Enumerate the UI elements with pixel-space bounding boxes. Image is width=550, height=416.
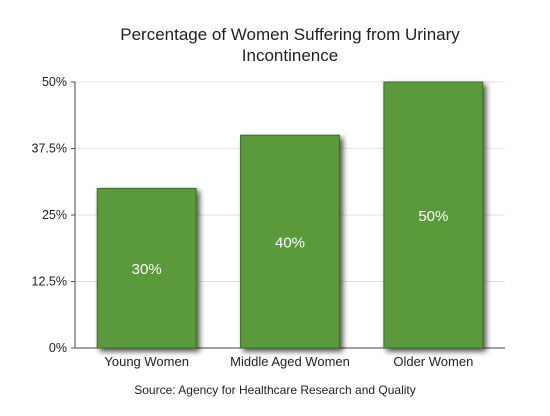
bars: 30% 40% 50% — [96, 81, 484, 349]
x-category-label: Older Women — [393, 354, 473, 369]
chart-title: Percentage of Women Suffering from Urina… — [75, 24, 505, 66]
y-tick-label: 37.5% — [32, 142, 67, 156]
x-category-label: Young Women — [104, 354, 189, 369]
chart-source: Source: Agency for Healthcare Research a… — [134, 383, 416, 397]
bar-value-label: 30% — [132, 261, 162, 278]
y-tick-label: 12.5% — [32, 275, 67, 289]
bar — [383, 81, 484, 349]
y-tick-label: 50% — [42, 75, 67, 89]
x-category-label: Middle Aged Women — [230, 354, 350, 369]
chart-title-line-2: Incontinence — [241, 46, 339, 65]
bar-value-label: 50% — [418, 208, 448, 225]
y-tick-label: 25% — [42, 208, 67, 222]
chart-title-line-1: Percentage of Women Suffering from Urina… — [120, 25, 460, 44]
bar — [96, 187, 197, 349]
category-labels: Young Women Middle Aged Women Older Women — [104, 354, 473, 369]
bar-value-label: 40% — [275, 235, 305, 252]
bar — [240, 134, 340, 349]
y-tick-label: 0% — [49, 341, 67, 355]
